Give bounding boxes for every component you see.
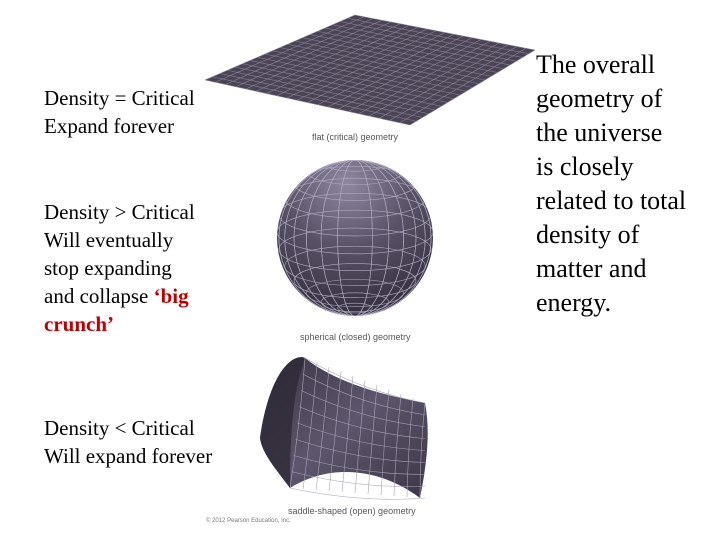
meridian-line bbox=[293, 160, 417, 316]
closed-density-description: Density > Critical Will eventually stop … bbox=[44, 198, 195, 338]
closed-fate-line-3: and collapse ‘big bbox=[44, 282, 195, 310]
saddle-grid-line bbox=[367, 384, 378, 495]
statement-line: energy. bbox=[536, 288, 612, 317]
statement-line: the universe bbox=[536, 118, 663, 147]
parallel-line bbox=[284, 245, 426, 286]
grid-line bbox=[317, 33, 455, 106]
saddle-grid-line bbox=[299, 406, 426, 439]
parallel-line bbox=[320, 292, 390, 313]
main-statement: The overall geometry of the universe is … bbox=[536, 48, 686, 320]
grid-line bbox=[389, 46, 518, 121]
grid-line bbox=[399, 47, 527, 124]
saddle-grid-line bbox=[328, 371, 342, 492]
saddle-grid-line bbox=[354, 380, 366, 494]
saddle-grid-line bbox=[393, 393, 402, 497]
grid-line bbox=[242, 63, 442, 107]
statement-line: matter and bbox=[536, 254, 647, 283]
grid-line bbox=[219, 73, 423, 118]
grid-line bbox=[264, 53, 461, 96]
grid-line bbox=[379, 44, 509, 119]
parallel-line bbox=[293, 263, 417, 299]
statement-line: The overall bbox=[536, 50, 656, 79]
statement-line: related to total bbox=[536, 186, 687, 215]
grid-line bbox=[257, 56, 454, 100]
grid-line bbox=[227, 69, 429, 115]
grid-line bbox=[348, 39, 482, 112]
open-fate-line: Will expand forever bbox=[44, 444, 213, 468]
meridian-line bbox=[337, 160, 373, 316]
saddle-grid-line bbox=[289, 487, 426, 500]
closed-density-line: Density > Critical bbox=[44, 200, 195, 224]
saddle-shadow bbox=[260, 357, 305, 488]
saddle-grid-line bbox=[406, 398, 414, 498]
grid-line bbox=[212, 76, 417, 122]
grid-line bbox=[279, 47, 473, 88]
saddle-grid-line bbox=[297, 422, 426, 451]
saddle-grid-line bbox=[301, 390, 426, 428]
collapse-text: and collapse bbox=[44, 284, 154, 308]
parallel-line bbox=[278, 227, 432, 271]
saddle-grid-line bbox=[380, 389, 390, 496]
flat-density-description: Density = Critical Expand forever bbox=[44, 84, 195, 140]
grid-line bbox=[358, 40, 491, 115]
parallel-line bbox=[306, 279, 404, 307]
saddle-grid-line bbox=[293, 455, 426, 475]
flat-caption: flat (critical) geometry bbox=[312, 132, 399, 142]
big-crunch-text-2: crunch’ bbox=[44, 312, 114, 336]
grid-line bbox=[327, 35, 464, 108]
saddle-grid-line bbox=[315, 366, 330, 491]
meridian-line bbox=[278, 160, 432, 316]
saddle-grid-line bbox=[295, 438, 426, 463]
saddle-grid-line bbox=[341, 375, 354, 493]
meridian-line bbox=[320, 160, 390, 316]
big-crunch-text-1: ‘big bbox=[153, 284, 189, 308]
meridian-line bbox=[306, 160, 404, 316]
statement-line: is closely bbox=[536, 152, 634, 181]
closed-fate-line-1: Will eventually bbox=[44, 228, 174, 252]
sphere-geometry-figure bbox=[277, 160, 433, 316]
meridian-line bbox=[284, 160, 426, 316]
grid-line bbox=[338, 37, 473, 110]
grid-line bbox=[272, 50, 467, 92]
saddle-grid-line bbox=[302, 373, 426, 416]
saddle-grid-line bbox=[289, 357, 306, 489]
open-density-description: Density < Critical Will expand forever bbox=[44, 414, 212, 470]
sphere bbox=[277, 160, 433, 316]
closed-fate-line-2: stop expanding bbox=[44, 256, 172, 280]
open-density-line: Density < Critical bbox=[44, 416, 195, 440]
statement-line: density of bbox=[536, 220, 640, 249]
copyright-notice: © 2012 Pearson Education, Inc. bbox=[206, 518, 291, 524]
parallel-line bbox=[337, 160, 373, 162]
flat-density-line: Density = Critical bbox=[44, 86, 195, 110]
statement-line: geometry of bbox=[536, 84, 663, 113]
parallel-line bbox=[277, 209, 433, 255]
grid-line bbox=[249, 60, 448, 103]
saddle-grid-line bbox=[304, 357, 426, 404]
grid-line bbox=[204, 79, 411, 126]
flat-geometry-figure bbox=[204, 14, 536, 126]
grid-line bbox=[409, 49, 536, 126]
saddle-geometry-figure bbox=[260, 357, 428, 500]
flat-fate-line: Expand forever bbox=[44, 114, 175, 138]
open-caption: saddle-shaped (open) geometry bbox=[288, 506, 416, 516]
grid-line bbox=[234, 66, 436, 111]
saddle-grid-line bbox=[291, 471, 426, 487]
closed-caption: spherical (closed) geometry bbox=[300, 332, 411, 342]
parallel-line bbox=[337, 302, 373, 314]
grid-line bbox=[368, 42, 500, 117]
